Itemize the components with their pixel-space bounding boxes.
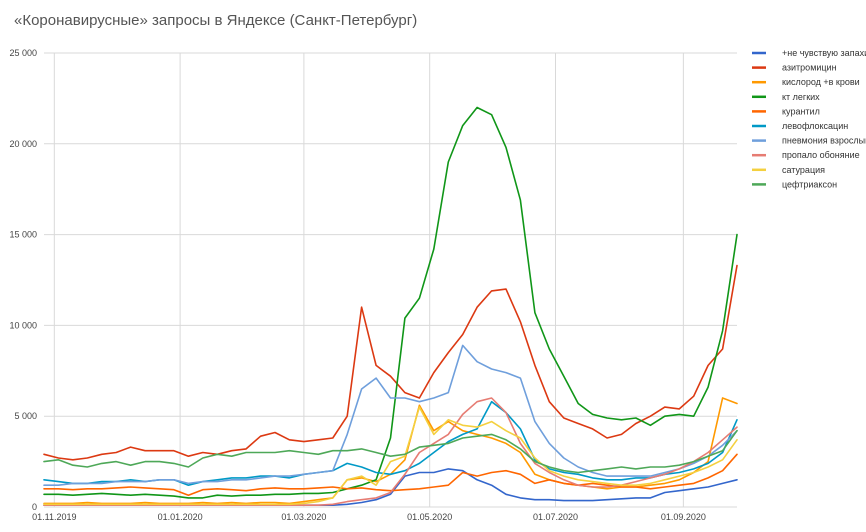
legend-entry: +не чувствую запахи (782, 48, 866, 58)
legend-entry: левофлоксацин (782, 121, 848, 131)
series-lines (43, 106, 738, 507)
y-tick-label: 25 000 (9, 48, 37, 58)
x-tick-label: 01.03.2020 (281, 512, 326, 522)
series-line (43, 264, 738, 461)
y-tick-label: 10 000 (9, 320, 37, 330)
x-tick-label: 01.01.2020 (158, 512, 203, 522)
y-tick-label: 15 000 (9, 230, 37, 240)
grid (44, 52, 737, 508)
x-tick-label: 01.09.2020 (661, 512, 706, 522)
x-tick-label: 01.07.2020 (533, 512, 578, 522)
legend-entry: азитромицин (782, 63, 837, 73)
series-line (43, 106, 738, 499)
legend-entry: сатурация (782, 165, 825, 175)
series-line (43, 453, 738, 497)
legend: +не чувствую запахи азитромицин кислород +… (752, 48, 866, 189)
series-line (43, 397, 738, 507)
legend-entry: курантил (782, 106, 820, 116)
axis-ticks: 0 5 000 10 000 15 000 20 000 25 000 01.11.2019… (9, 48, 705, 522)
x-tick-label: 01.11.2019 (32, 512, 76, 522)
x-tick-label: 01.05.2020 (407, 512, 452, 522)
legend-entry: кислород +в крови (782, 77, 860, 87)
series-line (43, 429, 738, 474)
chart-title: «Коронавирусные» запросы в Яндексе (Санк… (14, 12, 418, 29)
legend-entry: пропало обоняние (782, 150, 860, 160)
legend-entry: цефтриаксон (782, 179, 837, 189)
series-line (43, 406, 738, 506)
series-line (43, 400, 738, 487)
series-line (43, 344, 738, 487)
y-tick-label: 5 000 (14, 411, 37, 421)
legend-entry: пневмония взрослый (782, 136, 866, 146)
y-tick-label: 0 (32, 502, 37, 512)
y-tick-label: 20 000 (9, 139, 37, 149)
legend-entry: кт легких (782, 92, 820, 102)
